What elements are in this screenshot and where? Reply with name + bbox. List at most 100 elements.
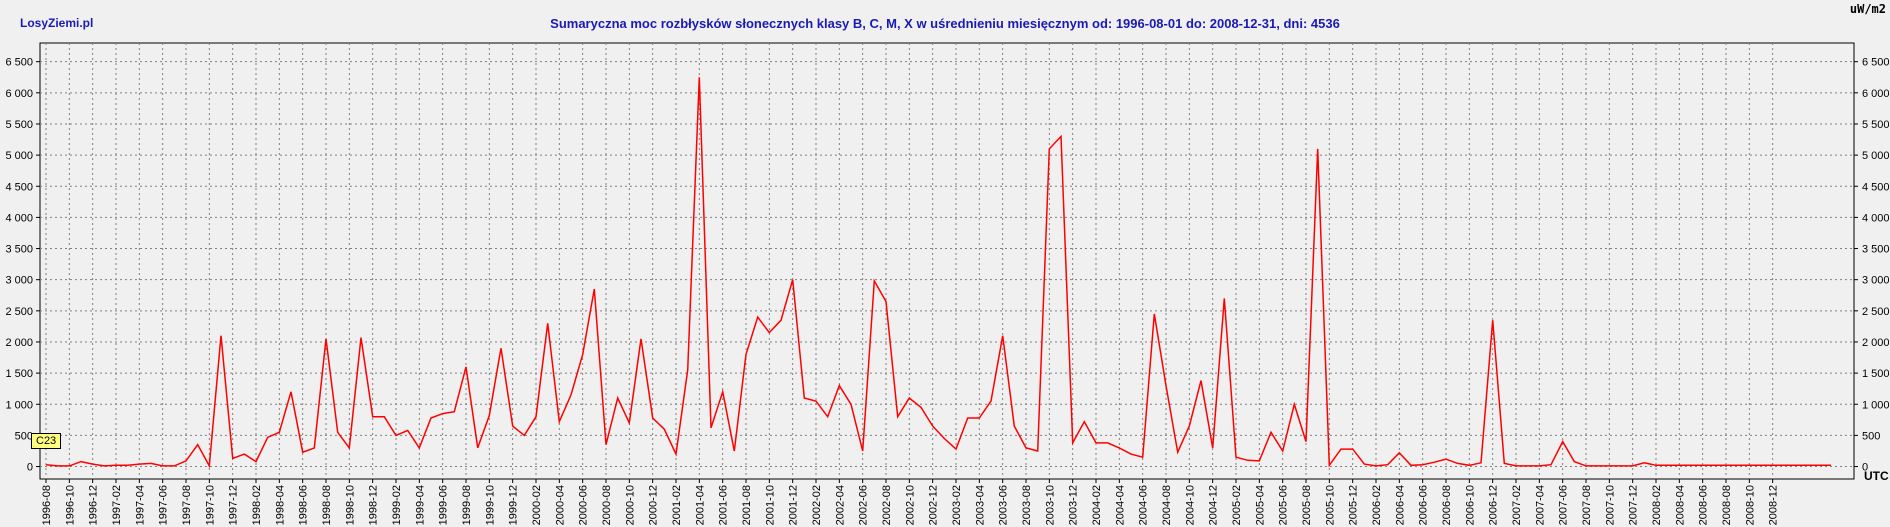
y-unit-label: uW/m2 [1849,2,1886,16]
x-tick-label: 1999-02 [391,485,403,525]
x-tick-label: 2003-06 [998,485,1010,525]
x-tick-label: 2003-04 [974,485,986,525]
x-tick-label: 2001-08 [741,485,753,525]
x-tick-label: 2001-06 [718,485,730,525]
y-tick-label: 2 000 [1862,337,1890,349]
x-tick-label: 1999-06 [438,485,450,525]
site-brand: LosyZiemi.pl [20,16,94,30]
x-tick-label: 2006-06 [1418,485,1430,525]
x-tick-label: 2003-12 [1068,485,1080,525]
x-tick-label: 1999-08 [461,485,473,525]
x-tick-label: 2007-12 [1628,485,1640,525]
y-tick-label: 1 500 [5,368,33,380]
x-tick-label: 1996-12 [88,485,100,525]
x-tick-label: 2008-02 [1651,485,1663,525]
x-tick-label: 2003-08 [1021,485,1033,525]
x-tick-label: 2002-06 [858,485,870,525]
x-tick-label: 2005-06 [1278,485,1290,525]
y-tick-label: 3 000 [1862,275,1890,287]
y-tick-label: 4 000 [1862,212,1890,224]
x-tick-label: 2005-08 [1301,485,1313,525]
x-tick-label: 2003-10 [1044,485,1056,525]
y-tick-label: 4 500 [5,181,33,193]
y-tick-label: 500 [1862,430,1880,442]
x-tick-label: 2002-04 [834,485,846,525]
x-tick-label: 1999-10 [484,485,496,525]
y-tick-label: 5 000 [5,150,33,162]
x-tick-label: 2000-08 [601,485,613,525]
series-line [45,77,1831,469]
chart-title: Sumaryczna moc rozbłysków słonecznych kl… [550,16,1340,31]
x-tick-label: 2001-04 [694,485,706,525]
x-tick-label: 2001-10 [764,485,776,525]
y-tick-label: 2 000 [5,337,33,349]
y-tick-label: 6 000 [1862,88,1890,100]
y-tick-label: 2 500 [5,306,33,318]
x-tick-label: 1997-10 [204,485,216,525]
x-tick-label: 1996-08 [41,485,53,525]
y-tick-label: 0 [1862,462,1868,474]
x-tick-label: 2001-02 [671,485,683,525]
x-tick-label: 2006-08 [1441,485,1453,525]
x-tick-label: 2001-12 [788,485,800,525]
y-tick-label: 3 500 [1862,244,1890,256]
x-tick-label: 2005-02 [1231,485,1243,525]
x-tick-label: 2006-04 [1394,485,1406,525]
grid-lines [40,43,1854,479]
y-tick-label: 500 [15,430,33,442]
x-tick-label: 1997-04 [134,485,146,525]
x-tick-label: 1997-06 [158,485,170,525]
x-tick-label: 2008-08 [1721,485,1733,525]
x-tick-label: 2005-10 [1324,485,1336,525]
y-tick-label: 3 000 [5,275,33,287]
y-tick-label: 2 500 [1862,306,1890,318]
x-tick-label: 2007-08 [1581,485,1593,525]
y-tick-label: 5 000 [1862,150,1890,162]
x-tick-label: 2004-12 [1208,485,1220,525]
x-tick-label: 1998-08 [321,485,333,525]
y-tick-label: 1 000 [5,399,33,411]
y-tick-label: 0 [27,462,33,474]
x-tick-label: 2002-10 [904,485,916,525]
x-tick-label: 2000-12 [648,485,660,525]
plot-area [39,42,1855,480]
x-tick-label: 2008-12 [1768,485,1780,525]
x-tick-label: 1999-12 [508,485,520,525]
x-tick-label: 2003-02 [951,485,963,525]
x-tick-label: 2004-08 [1161,485,1173,525]
y-tick-label: 1 000 [1862,399,1890,411]
cursor-badge: C23 [31,433,62,449]
x-tick-label: 1998-06 [298,485,310,525]
y-tick-label: 6 500 [5,57,33,69]
x-tick-label: 1997-08 [181,485,193,525]
x-tick-label: 2004-04 [1114,485,1126,525]
x-tick-label: 2002-08 [881,485,893,525]
x-axis: 1996-08 1996-10 1996-12 1997-02 1997-04 1997-… [41,479,1780,525]
x-tick-label: 1998-02 [251,485,263,525]
y-axis-left: 0 500 1 000 1 500 2 000 2 500 3 000 3 500 4 000 4… [5,57,40,474]
x-tick-label: 2007-10 [1604,485,1616,525]
x-tick-label: 2008-10 [1744,485,1756,525]
y-tick-label: 4 000 [5,212,33,224]
y-tick-label: 5 500 [5,119,33,131]
x-tick-label: 1997-12 [228,485,240,525]
x-tick-label: 2000-10 [624,485,636,525]
y-axis-right: 0 500 1 000 1 500 2 000 2 500 3 000 3 500 4 000 4… [1854,57,1890,474]
x-tick-label: 1996-10 [64,485,76,525]
x-tick-label: 2004-10 [1184,485,1196,525]
x-tick-label: 2007-06 [1558,485,1570,525]
x-tick-label: 2007-02 [1511,485,1523,525]
x-tick-label: 2005-04 [1254,485,1266,525]
x-tick-label: 1998-04 [274,485,286,525]
x-tick-label: 2000-04 [554,485,566,525]
x-tick-label: 2002-12 [928,485,940,525]
y-tick-label: 3 500 [5,244,33,256]
y-tick-label: 4 500 [1862,181,1890,193]
x-tick-label: 2004-02 [1091,485,1103,525]
y-tick-label: 6 500 [1862,57,1890,69]
x-tick-label: 1997-02 [111,485,123,525]
x-tick-label: 1998-10 [344,485,356,525]
y-tick-label: 1 500 [1862,368,1890,380]
x-tick-label: 2000-06 [578,485,590,525]
